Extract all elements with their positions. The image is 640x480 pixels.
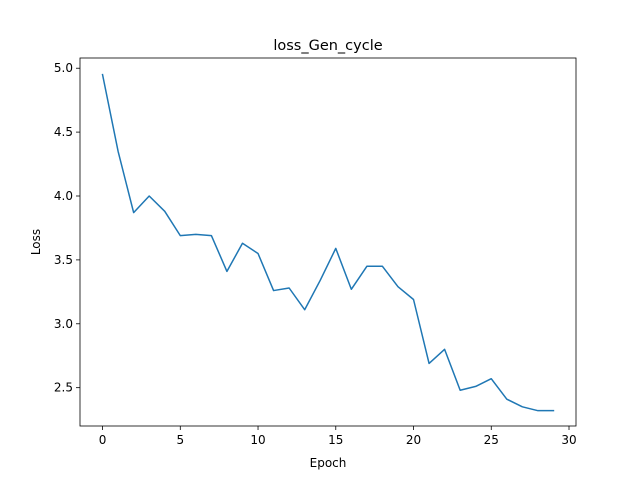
x-axis: 0 5 10 15 20 25 30 xyxy=(99,426,577,447)
y-tick-label: 4.0 xyxy=(54,189,73,203)
series-group xyxy=(101,73,555,412)
y-tick-label: 5.0 xyxy=(54,61,73,75)
y-tick-label: 2.5 xyxy=(54,381,73,395)
y-tick-label: 3.0 xyxy=(54,317,73,331)
x-axis-label: Epoch xyxy=(310,456,347,470)
x-tick-label: 5 xyxy=(176,433,184,447)
chart-title: loss_Gen_cycle xyxy=(273,38,382,54)
x-tick-label: 30 xyxy=(561,433,576,447)
y-axis: 2.5 3.0 3.5 4.0 4.5 5.0 xyxy=(54,61,80,395)
x-tick-label: 20 xyxy=(406,433,421,447)
x-tick-label: 10 xyxy=(250,433,265,447)
y-tick-label: 4.5 xyxy=(54,125,73,139)
y-tick-label: 3.5 xyxy=(54,253,73,267)
x-tick-label: 15 xyxy=(328,433,343,447)
plot-area xyxy=(79,57,577,427)
x-tick-label: 0 xyxy=(99,433,107,447)
series-line xyxy=(101,73,555,412)
x-tick-label: 25 xyxy=(484,433,499,447)
y-axis-label: Loss xyxy=(29,229,43,255)
